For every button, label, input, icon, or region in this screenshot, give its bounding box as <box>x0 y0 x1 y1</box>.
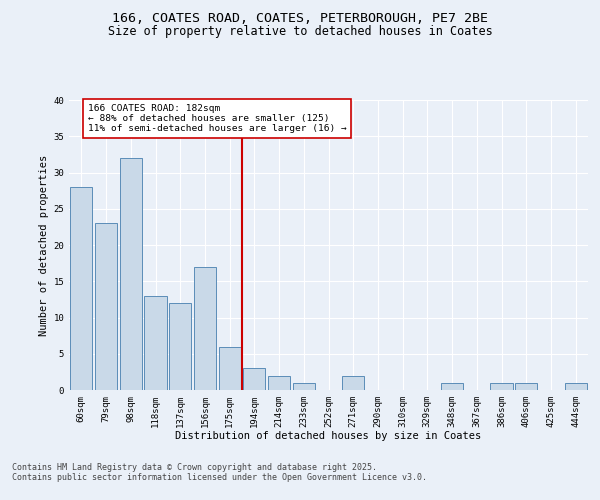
Bar <box>565 383 587 390</box>
Bar <box>515 383 538 390</box>
Text: Contains HM Land Registry data © Crown copyright and database right 2025.
Contai: Contains HM Land Registry data © Crown c… <box>12 462 427 482</box>
Bar <box>169 303 191 390</box>
Bar <box>119 158 142 390</box>
Text: 166 COATES ROAD: 182sqm
← 88% of detached houses are smaller (125)
11% of semi-d: 166 COATES ROAD: 182sqm ← 88% of detache… <box>88 104 346 134</box>
Bar <box>490 383 512 390</box>
Bar <box>342 376 364 390</box>
Text: Size of property relative to detached houses in Coates: Size of property relative to detached ho… <box>107 25 493 38</box>
Bar <box>194 267 216 390</box>
Bar <box>218 346 241 390</box>
Bar <box>293 383 315 390</box>
Bar <box>243 368 265 390</box>
Bar <box>145 296 167 390</box>
X-axis label: Distribution of detached houses by size in Coates: Distribution of detached houses by size … <box>175 432 482 442</box>
Bar <box>441 383 463 390</box>
Bar <box>95 223 117 390</box>
Bar <box>268 376 290 390</box>
Y-axis label: Number of detached properties: Number of detached properties <box>39 154 49 336</box>
Text: 166, COATES ROAD, COATES, PETERBOROUGH, PE7 2BE: 166, COATES ROAD, COATES, PETERBOROUGH, … <box>112 12 488 26</box>
Bar <box>70 187 92 390</box>
